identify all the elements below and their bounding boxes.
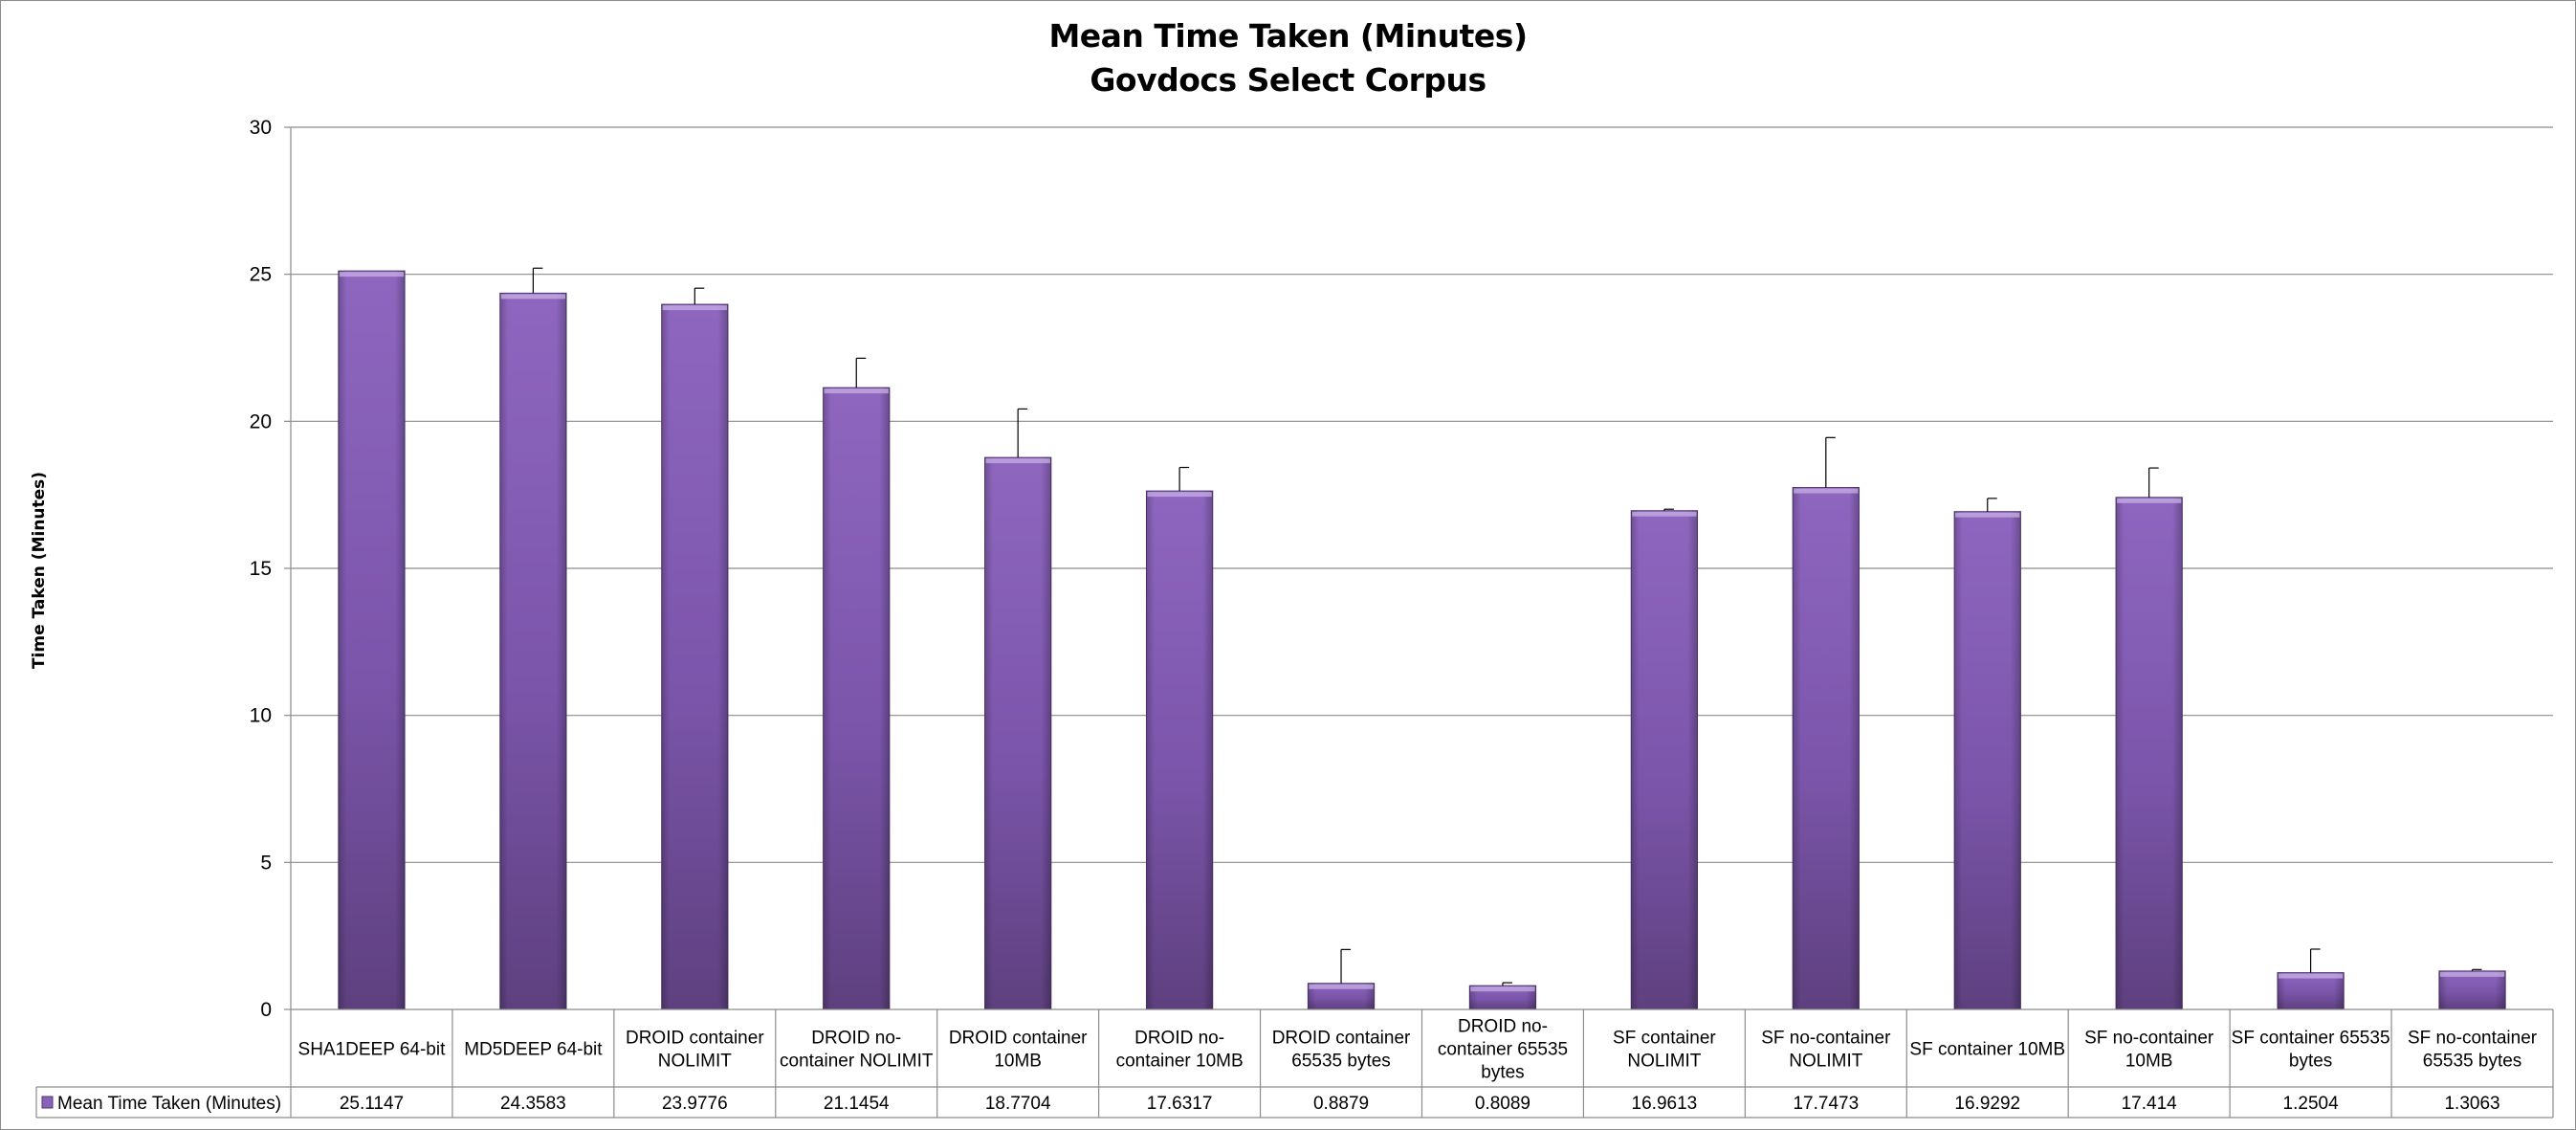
category-label-line: 10MB — [994, 1052, 1042, 1072]
category-label: DROID no-container 65535 bytes — [1438, 1017, 1568, 1083]
data-table-value: 1.3063 — [2444, 1094, 2499, 1114]
bar-shading — [1954, 511, 2021, 1009]
category-label-line: SF no-container — [2084, 1029, 2214, 1049]
category-label: SHA1DEEP 64-bit — [298, 1040, 447, 1060]
bar-highlight — [1955, 512, 2020, 518]
category-label-line: NOLIMIT — [1627, 1052, 1701, 1072]
bar-highlight — [824, 388, 889, 394]
bar-shading — [984, 457, 1051, 1009]
data-table-value: 0.8879 — [1313, 1094, 1369, 1114]
bar-highlight — [1794, 488, 1859, 494]
bar-shading — [2116, 497, 2183, 1009]
bar-shading — [338, 271, 406, 1009]
category-label-line: DROID no- — [1134, 1029, 1224, 1049]
category-label-line: DROID no- — [1458, 1017, 1548, 1037]
category-label-line: SF container 10MB — [1909, 1040, 2065, 1060]
category-label: SF no-container 10MB — [2084, 1029, 2214, 1072]
category-label: DROID no-container 10MB — [1116, 1029, 1244, 1072]
y-tick-label: 0 — [260, 999, 272, 1021]
legend-label: Mean Time Taken (Minutes) — [57, 1094, 281, 1114]
category-label: DROID container NOLIMIT — [626, 1029, 764, 1072]
category-label-line: SF no-container — [2408, 1029, 2538, 1049]
y-tick-label: 20 — [250, 410, 272, 432]
category-label-line: container 65535 — [1438, 1040, 1568, 1060]
data-table-value: 16.9613 — [1632, 1094, 1698, 1114]
bar-highlight — [985, 458, 1050, 464]
bar-highlight — [1470, 986, 1535, 992]
category-label-line: SF container 65535 — [2232, 1029, 2390, 1049]
legend-swatch — [41, 1096, 54, 1109]
category-label: SF no-container NOLIMIT — [1761, 1029, 1891, 1072]
category-label: MD5DEEP 64-bit — [464, 1040, 603, 1060]
category-label-line: NOLIMIT — [658, 1052, 732, 1072]
bar-highlight — [339, 272, 405, 277]
bar-shading — [2277, 972, 2345, 1009]
data-table-value: 24.3583 — [500, 1094, 566, 1114]
bar-highlight — [662, 305, 727, 311]
y-tick-label: 5 — [260, 852, 272, 874]
bar-highlight — [1309, 984, 1374, 989]
category-label-line: SF no-container — [1761, 1029, 1891, 1049]
category-label: DROID container 65535 bytes — [1272, 1029, 1411, 1072]
bar-shading — [1146, 491, 1213, 1009]
data-table-value: 21.1454 — [824, 1094, 890, 1114]
category-label-line: container 10MB — [1116, 1052, 1244, 1072]
category-label-line: SF container — [1613, 1029, 1716, 1049]
bar-shading — [823, 388, 890, 1010]
category-label-line: bytes — [1481, 1063, 1524, 1083]
category-label-line: 10MB — [2125, 1052, 2173, 1072]
bar-shading — [1631, 510, 1698, 1009]
category-label-line: 65535 bytes — [1291, 1052, 1391, 1072]
category-label-line: container NOLIMIT — [780, 1052, 934, 1072]
bar-shading — [661, 304, 728, 1009]
bar-highlight — [1147, 492, 1212, 498]
y-tick-label: 25 — [250, 264, 272, 286]
bar-highlight — [500, 294, 566, 299]
y-tick-label: 15 — [250, 558, 272, 580]
bar-shading — [2438, 970, 2506, 1009]
data-table-value: 18.7704 — [985, 1094, 1051, 1114]
category-label: DROID no-container NOLIMIT — [780, 1029, 934, 1072]
y-tick-label: 30 — [250, 117, 272, 139]
data-table-value: 23.9776 — [662, 1094, 728, 1114]
data-table-value: 0.8089 — [1475, 1094, 1530, 1114]
data-table-value: 25.1147 — [340, 1094, 404, 1114]
category-label-line: DROID container — [1272, 1029, 1411, 1049]
bar-highlight — [2278, 973, 2344, 979]
category-label: SF container NOLIMIT — [1613, 1029, 1716, 1072]
category-label-line: bytes — [2289, 1052, 2332, 1072]
chart-subtitle: Govdocs Select Corpus — [1090, 61, 1486, 99]
data-table-value: 1.2504 — [2283, 1094, 2340, 1114]
category-label-line: DROID container — [626, 1029, 764, 1049]
bar-highlight — [2117, 498, 2182, 503]
bar-shading — [499, 293, 567, 1009]
bar-highlight — [2439, 971, 2505, 977]
y-tick-label: 10 — [250, 705, 272, 727]
data-table-value: 17.414 — [2122, 1094, 2178, 1114]
category-label: SF container 10MB — [1909, 1040, 2065, 1060]
data-table-value: 17.6317 — [1147, 1094, 1213, 1114]
chart-title: Mean Time Taken (Minutes) — [1048, 17, 1528, 55]
category-label-line: MD5DEEP 64-bit — [464, 1040, 603, 1060]
category-label-line: NOLIMIT — [1789, 1052, 1862, 1072]
category-label: SF no-container 65535 bytes — [2408, 1029, 2538, 1072]
category-label: DROID container 10MB — [949, 1029, 1088, 1072]
data-table-value: 17.7473 — [1793, 1094, 1859, 1114]
category-label-line: DROID no- — [811, 1029, 901, 1049]
category-label-line: DROID container — [949, 1029, 1088, 1049]
category-label-line: SHA1DEEP 64-bit — [298, 1040, 447, 1060]
category-label-line: 65535 bytes — [2423, 1052, 2522, 1072]
category-label: SF container 65535 bytes — [2232, 1029, 2390, 1072]
bar-shading — [1793, 487, 1860, 1010]
data-table-value: 16.9292 — [1954, 1094, 2020, 1114]
bar-highlight — [1632, 511, 1697, 517]
